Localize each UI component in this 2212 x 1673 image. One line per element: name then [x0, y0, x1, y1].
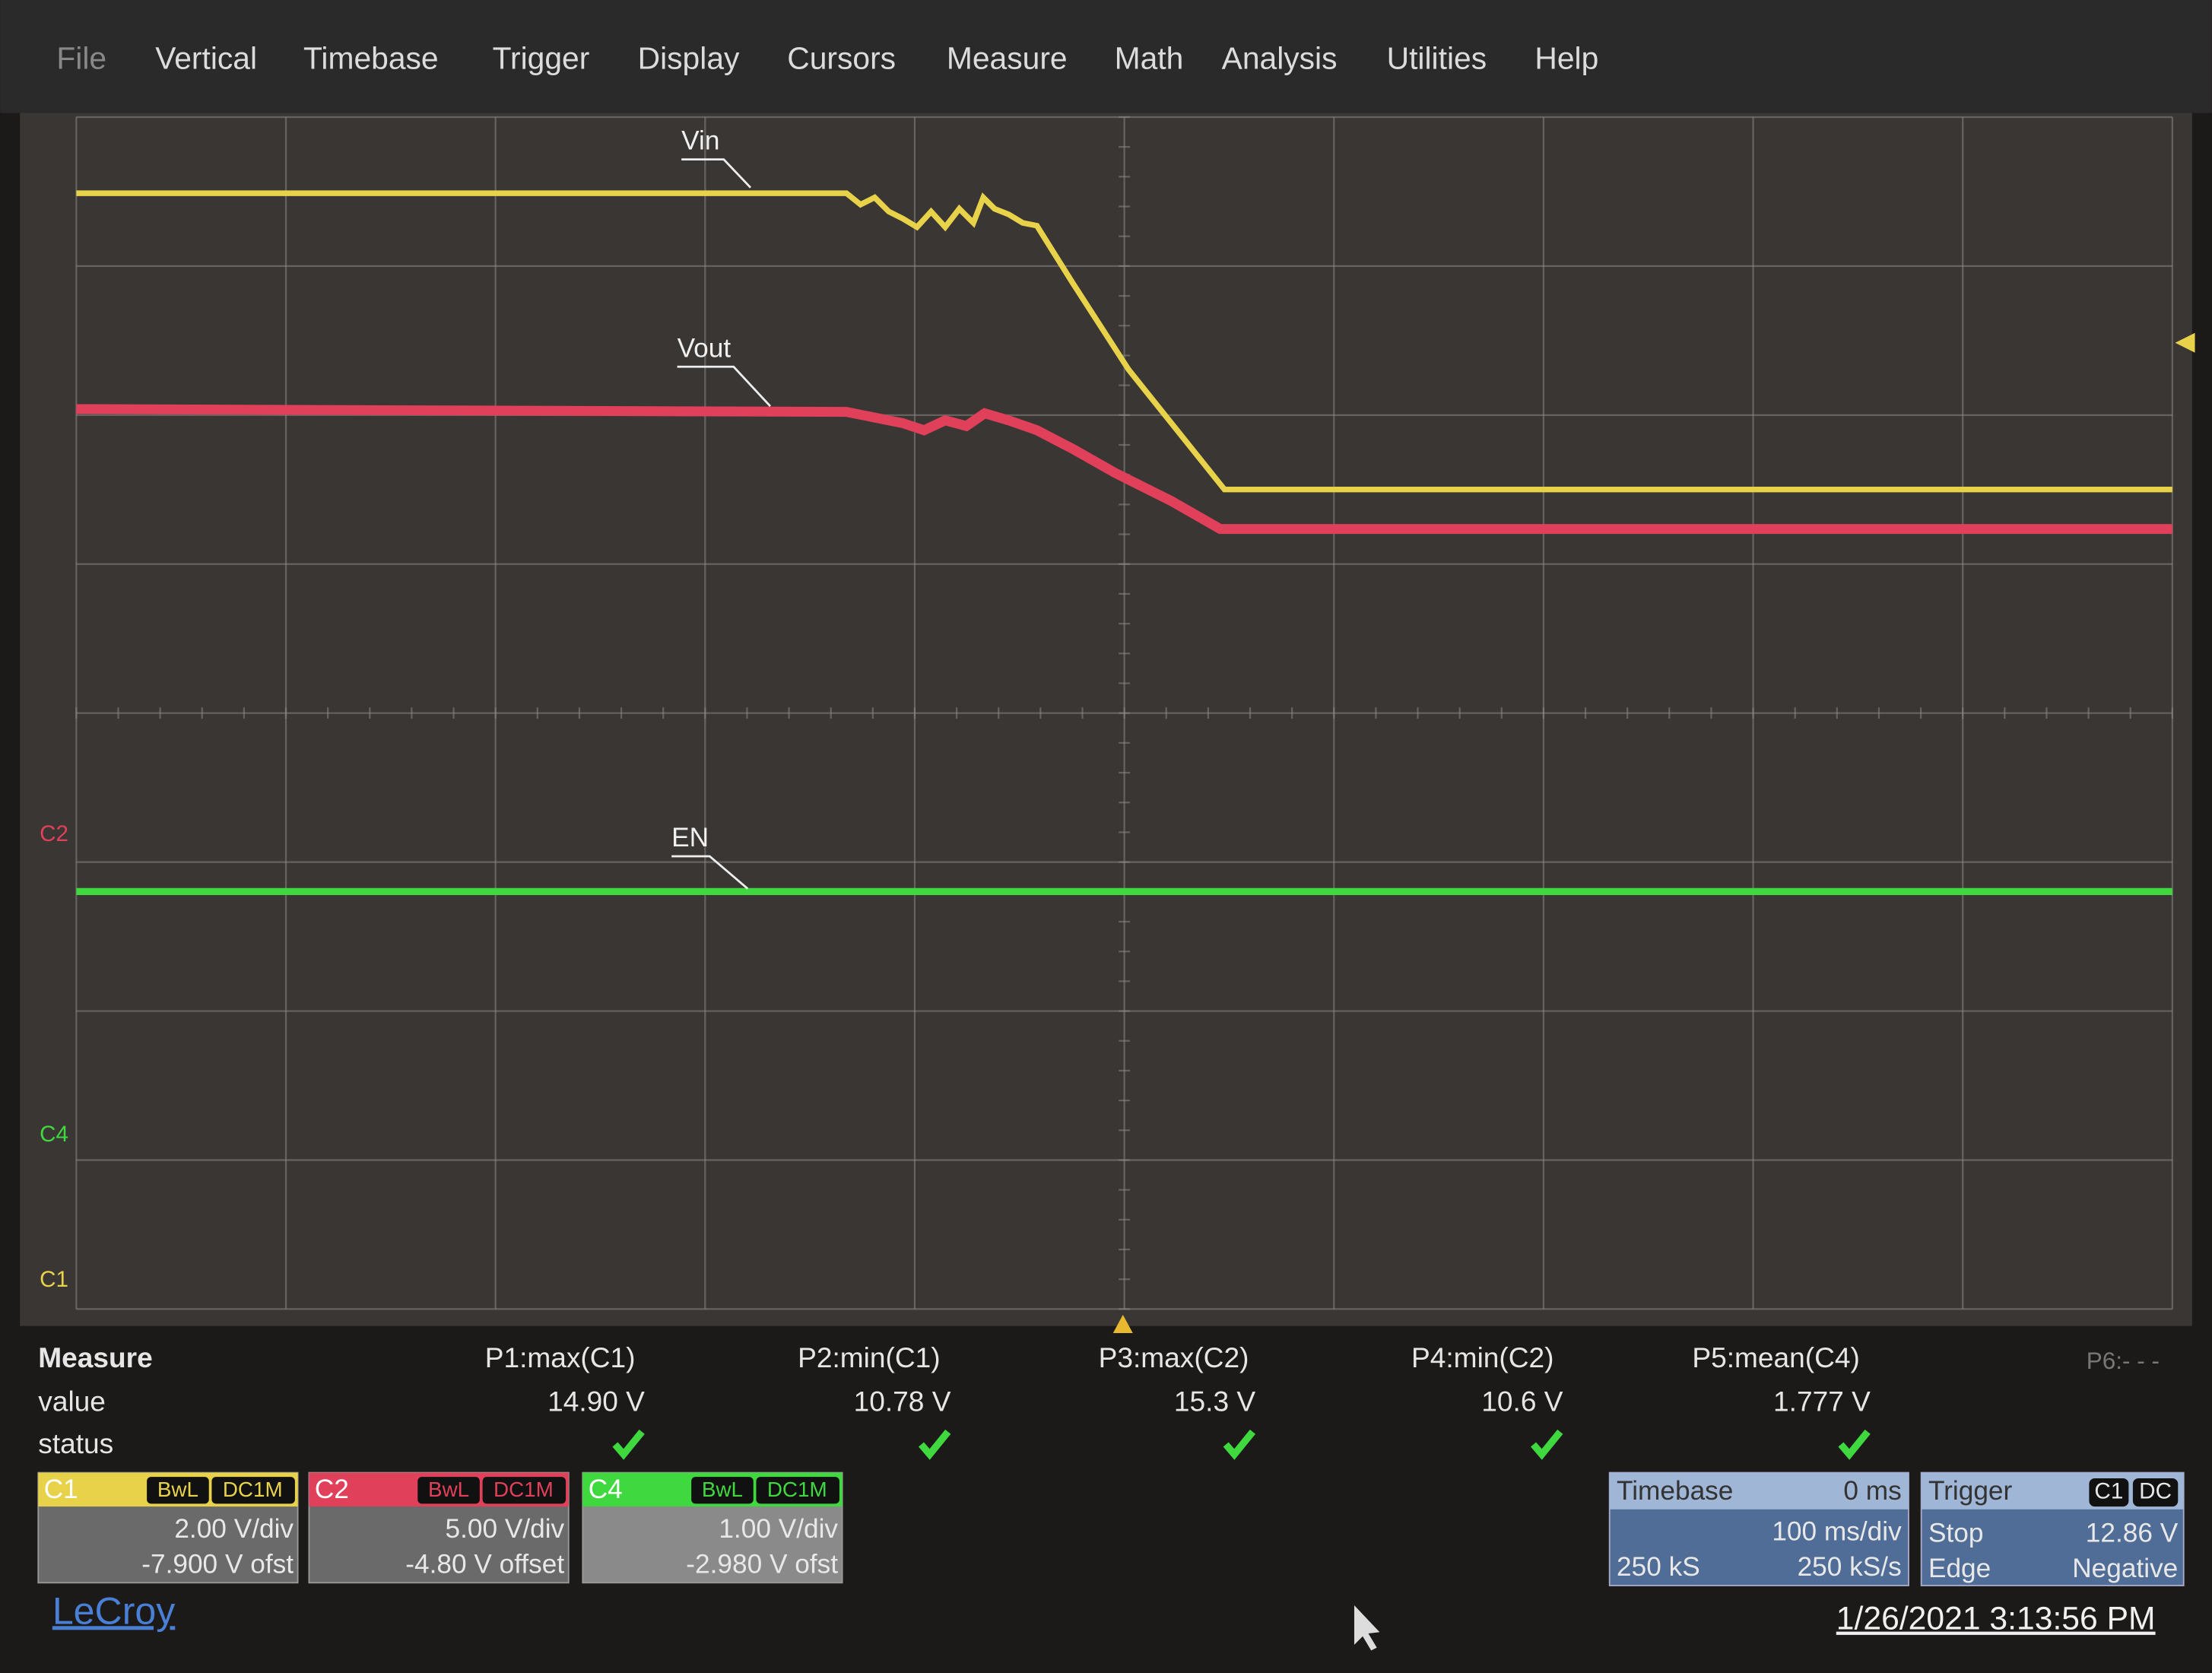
box-header: [1609, 1472, 1909, 1510]
badge: [2089, 1478, 2129, 1507]
value: 12.86 V: [2086, 1519, 2179, 1548]
coupling: DC1M: [767, 1478, 827, 1501]
timebase-box[interactable]: Timebase 0 ms 100 ms/div 250 kS 250 kS/s: [1608, 1471, 1909, 1586]
measure-value: 10.78 V: [854, 1385, 951, 1417]
mouse-pointer: [1354, 1605, 1380, 1651]
menu-item[interactable]: Timebase: [303, 41, 439, 76]
brand: LeCroy: [52, 1589, 175, 1632]
label: Trigger: [1928, 1476, 2013, 1506]
offset: -2.980 V ofst: [686, 1549, 838, 1579]
menu-item[interactable]: Analysis: [1222, 41, 1338, 76]
bandwidth: BwL: [157, 1478, 198, 1501]
value: DC: [2139, 1478, 2172, 1503]
status-check: [1531, 1429, 1563, 1460]
column-header: P1:max(C1): [485, 1341, 636, 1373]
trigger-level-marker: [2175, 332, 2195, 353]
channel-id: C1: [44, 1475, 78, 1504]
menu-item[interactable]: File: [56, 41, 106, 76]
trace-label: Vout: [678, 333, 732, 363]
menu-item[interactable]: Display: [638, 41, 740, 76]
badge: [756, 1477, 839, 1504]
leader: [681, 158, 752, 189]
value: 0 ms: [1843, 1476, 1901, 1506]
channel-marker: C1: [40, 1267, 68, 1292]
value: 250 kS: [1617, 1552, 1700, 1582]
menu-item[interactable]: Math: [1115, 41, 1184, 76]
measure-title: Measure: [38, 1341, 152, 1373]
scale: 2.00 V/div: [174, 1514, 294, 1544]
offset: -7.900 V ofst: [141, 1549, 294, 1579]
vin-trace: [76, 190, 2172, 493]
row-label: status: [38, 1427, 113, 1459]
value: 250 kS/s: [1798, 1552, 1902, 1582]
menu-item[interactable]: Utilities: [1387, 41, 1487, 76]
vout-trace: [76, 404, 2172, 535]
menu: File Vertical Timebase Trigger Display Cursor…: [56, 41, 1598, 76]
bandwidth: BwL: [702, 1478, 743, 1501]
value: 100 ms/div: [1772, 1517, 1902, 1547]
channel-id: C2: [315, 1475, 349, 1504]
channel-box[interactable]: C1 BwL DC1M 2.00 V/div -7.900 V ofst: [37, 1471, 299, 1584]
offset: -4.80 V offset: [405, 1549, 564, 1579]
column-header: P4:min(C2): [1411, 1341, 1554, 1373]
channel-box[interactable]: C2 BwL DC1M 5.00 V/div -4.80 V offset: [308, 1471, 570, 1584]
trigger-time-marker: [1112, 1314, 1133, 1333]
value: C1: [2094, 1478, 2123, 1503]
status-check: [612, 1429, 645, 1460]
value: Negative: [2072, 1554, 2178, 1583]
coupling: DC1M: [493, 1478, 554, 1501]
column-header: P5:mean(C4): [1692, 1341, 1859, 1373]
menu-item[interactable]: Cursors: [787, 41, 896, 76]
leader: [677, 365, 772, 408]
channel-marker: C2: [40, 821, 68, 846]
menu-bar: [0, 0, 2212, 113]
trigger-box[interactable]: Trigger C1 DC Stop 12.86 V Edge Negative: [1920, 1471, 2185, 1586]
menu-item[interactable]: Vertical: [155, 41, 257, 76]
status-check: [1223, 1429, 1256, 1460]
leader: [671, 855, 749, 890]
scale: 1.00 V/div: [719, 1514, 838, 1544]
badge: [417, 1477, 480, 1504]
scale: 5.00 V/div: [445, 1514, 564, 1544]
menu-item[interactable]: Measure: [947, 41, 1068, 76]
bandwidth: BwL: [428, 1478, 469, 1501]
badge: [211, 1477, 295, 1504]
measure-value: 14.90 V: [547, 1385, 645, 1417]
badge: [2132, 1478, 2179, 1507]
value: Edge: [1928, 1554, 1991, 1583]
channel-box[interactable]: C4 BwL DC1M 1.00 V/div -2.980 V ofst: [582, 1471, 843, 1584]
menu-item[interactable]: Help: [1534, 41, 1598, 76]
trace-label: EN: [671, 823, 709, 852]
row-label: value: [38, 1385, 106, 1417]
measure-value: 1.777 V: [1773, 1385, 1871, 1417]
channel-marker: C4: [40, 1122, 68, 1147]
value: Stop: [1928, 1519, 1983, 1548]
badge: [691, 1477, 754, 1504]
column-header: P6:- - -: [2087, 1347, 2160, 1374]
badge: [147, 1477, 209, 1504]
trace-label: Vin: [681, 126, 719, 156]
menu-item[interactable]: Trigger: [493, 41, 590, 76]
badge: [482, 1477, 566, 1504]
status-check: [1838, 1429, 1871, 1460]
channel-id: C4: [589, 1475, 623, 1504]
column-header: P3:max(C2): [1099, 1341, 1249, 1373]
channel-boxes: C1 BwL DC1M 2.00 V/div -7.900 V ofst C2 BwL DC1…: [37, 1471, 843, 1584]
column-header: P2:min(C1): [798, 1341, 940, 1373]
measure-value: 10.6 V: [1481, 1385, 1563, 1417]
datetime: 1/26/2021 3:13:56 PM: [1836, 1601, 2156, 1637]
status-check: [918, 1429, 951, 1460]
coupling: DC1M: [223, 1478, 283, 1501]
graticule-area: [20, 113, 2192, 1326]
measure-table[interactable]: P1:max(C1) 14.90 V P2:min(C1) 10.78 V P3:max…: [485, 1341, 2160, 1460]
measure-value: 15.3 V: [1174, 1385, 1255, 1417]
label: Timebase: [1617, 1476, 1733, 1506]
